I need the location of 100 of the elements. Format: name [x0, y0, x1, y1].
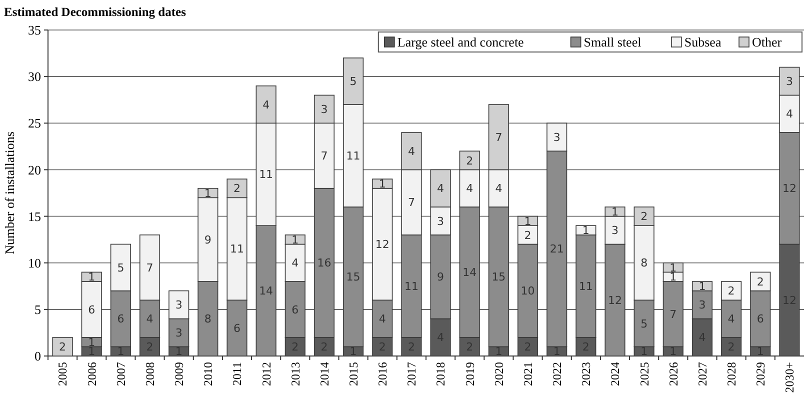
- data-label: 15: [492, 270, 506, 284]
- x-tick-label: 2012: [259, 362, 274, 386]
- data-label: 2: [466, 154, 474, 168]
- y-tick-label: 20: [28, 162, 41, 178]
- data-label: 4: [728, 312, 735, 326]
- x-tick-label: 2011: [230, 362, 244, 386]
- y-tick-label: 25: [28, 116, 41, 131]
- x-tick-label: 2027: [695, 362, 710, 386]
- legend-label: Large steel and concrete: [397, 34, 524, 50]
- data-label: 4: [378, 312, 386, 326]
- x-tick-label: 2006: [84, 362, 99, 386]
- data-label: 14: [259, 284, 274, 298]
- data-label: 2: [524, 228, 532, 242]
- data-label: 5: [350, 75, 357, 88]
- data-label: 7: [146, 261, 154, 274]
- data-label: 1: [612, 205, 618, 218]
- x-tick-label: 2009: [172, 362, 186, 386]
- x-tick-label: 2024: [608, 362, 622, 386]
- x-tick-label: 2030+: [782, 362, 797, 393]
- x-tick-label: 2023: [579, 362, 594, 386]
- x-tick-label: 2018: [434, 362, 448, 386]
- data-label: 3: [786, 75, 793, 88]
- legend-label: Subsea: [684, 34, 722, 50]
- data-label: 5: [640, 317, 648, 330]
- data-label: 3: [553, 130, 560, 144]
- x-tick-label: 2029: [754, 362, 768, 386]
- data-label: 4: [292, 256, 299, 270]
- data-label: 7: [670, 308, 677, 321]
- data-label: 9: [204, 233, 212, 246]
- y-tick-label: 35: [28, 22, 41, 38]
- data-label: 3: [175, 326, 182, 340]
- data-label: 16: [317, 256, 332, 270]
- legend-label: Small steel: [584, 34, 642, 50]
- data-label: 4: [437, 182, 444, 196]
- data-label: 5: [117, 261, 124, 274]
- data-label: 1: [204, 186, 212, 200]
- x-tick-label: 2021: [520, 362, 535, 386]
- x-tick-label: 2005: [56, 362, 70, 386]
- x-tick-label: 2028: [724, 362, 739, 386]
- data-label: 10: [520, 284, 535, 298]
- x-tick-label: 2013: [288, 362, 302, 386]
- data-label: 1: [670, 270, 677, 284]
- data-label: 6: [117, 312, 124, 326]
- data-label: 11: [346, 150, 360, 163]
- data-label: 7: [408, 196, 415, 210]
- data-label: 3: [320, 103, 328, 116]
- data-label: 2: [640, 210, 648, 224]
- data-label: 3: [437, 214, 444, 228]
- data-label: 8: [204, 312, 212, 326]
- data-label: 6: [234, 322, 240, 335]
- data-label: 2: [756, 275, 764, 288]
- data-label: 6: [756, 312, 764, 326]
- x-tick-label: 2016: [376, 362, 390, 386]
- data-label: 1: [698, 280, 706, 293]
- data-label: 4: [495, 182, 502, 196]
- data-label: 4: [262, 98, 270, 112]
- chart-title: Estimated Decommissioning dates: [4, 5, 186, 19]
- data-label: 1: [378, 178, 386, 191]
- y-tick-label: 30: [28, 69, 41, 84]
- x-tick-label: 2026: [666, 362, 680, 386]
- data-label: 15: [346, 270, 360, 284]
- data-label: 11: [578, 280, 593, 293]
- data-label: 6: [88, 303, 96, 316]
- data-label: 3: [698, 298, 706, 312]
- data-label: 11: [230, 242, 244, 256]
- data-label: 11: [259, 168, 274, 182]
- legend-label: Other: [752, 34, 782, 50]
- data-label: 7: [495, 130, 502, 144]
- y-axis-title: Number of installations: [2, 132, 17, 254]
- data-label: 12: [375, 238, 390, 252]
- data-label: 3: [175, 298, 182, 312]
- data-label: 14: [462, 266, 477, 280]
- data-label: 2: [234, 182, 240, 196]
- data-label: 1: [88, 270, 96, 284]
- data-label: 1: [582, 224, 590, 238]
- x-tick-label: 2020: [492, 362, 506, 386]
- x-tick-label: 2025: [637, 362, 652, 386]
- x-tick-label: 2017: [404, 362, 419, 386]
- y-tick-label: 10: [28, 255, 41, 270]
- data-label: 1: [292, 233, 299, 246]
- data-label: 4: [408, 144, 415, 158]
- x-tick-label: 2008: [142, 362, 157, 386]
- data-label: 7: [320, 150, 328, 163]
- data-label: 21: [550, 242, 564, 256]
- data-label: 4: [146, 312, 154, 326]
- data-label: 12: [782, 182, 796, 196]
- data-label: 3: [612, 224, 618, 238]
- y-tick-label: 5: [34, 302, 41, 317]
- x-tick-label: 2007: [114, 362, 128, 386]
- y-tick-label: 15: [28, 208, 41, 224]
- data-label: 1: [524, 214, 532, 228]
- x-tick-label: 2019: [462, 362, 477, 386]
- data-label: 12: [608, 294, 622, 307]
- data-label: 6: [292, 303, 299, 316]
- data-label: 2: [59, 340, 66, 354]
- data-label: 2: [728, 284, 735, 298]
- x-tick-label: 2015: [346, 362, 361, 386]
- data-label: 11: [404, 280, 418, 293]
- x-tick-label: 2014: [317, 362, 332, 386]
- data-label: 1: [88, 336, 96, 349]
